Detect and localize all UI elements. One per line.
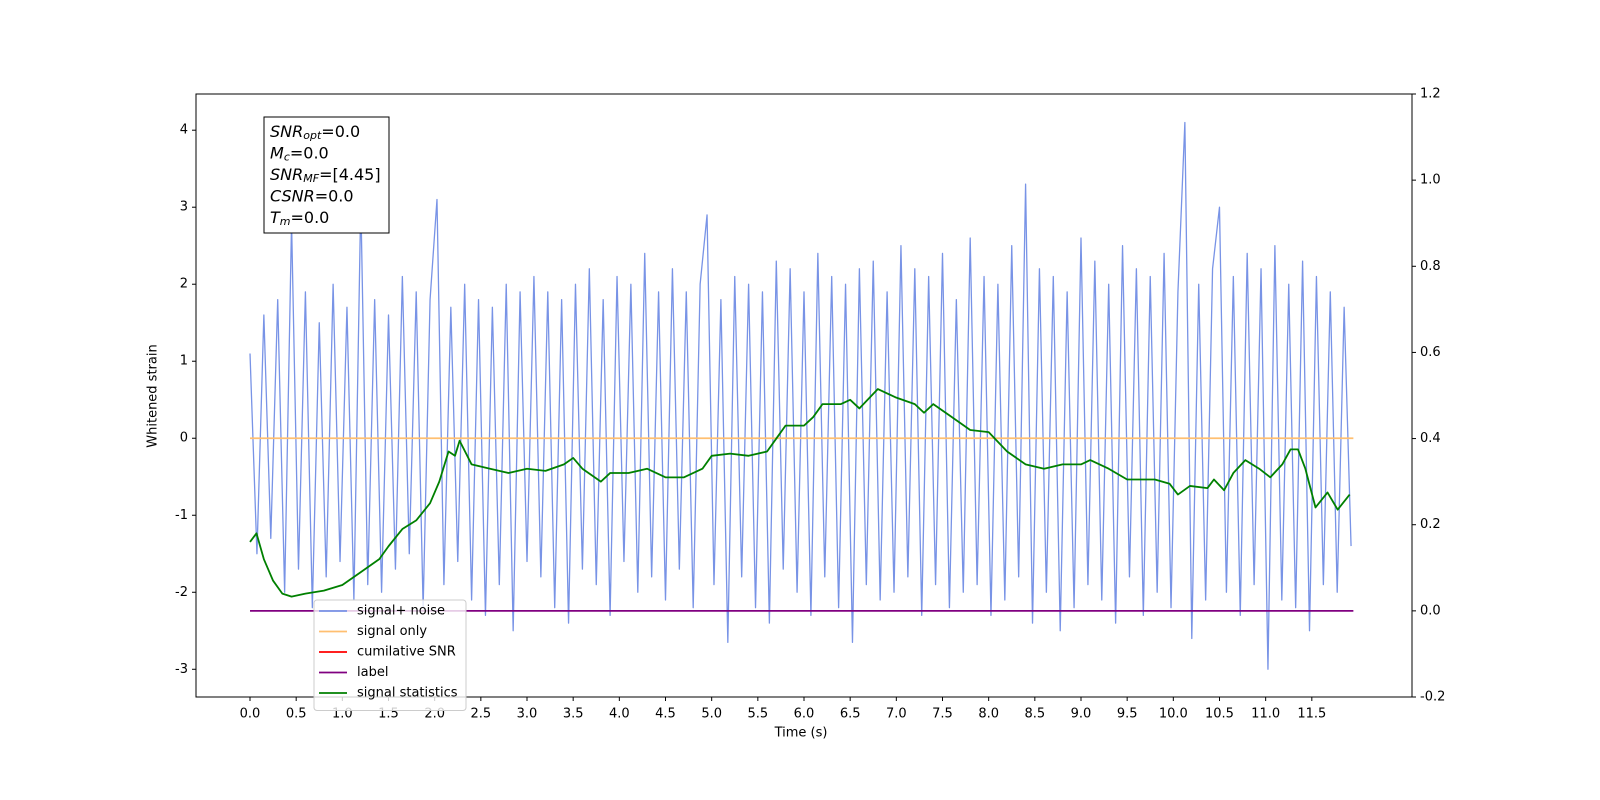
x-tick-label: 8.0	[978, 707, 999, 722]
annotation-box: SNRopt=0.0Mc=0.0SNRMF=[4.45]CSNR=0.0Tm=0…	[263, 116, 390, 234]
x-tick-label: 5.0	[701, 707, 722, 722]
annotation-symbol: T	[270, 208, 281, 227]
x-tick-label: 7.5	[932, 707, 953, 722]
y-tick-label: -2	[175, 585, 188, 600]
x-tick-label: 0.0	[240, 707, 261, 722]
annotation-value: =0.0	[291, 208, 330, 227]
y-tick-label: 1	[180, 354, 188, 369]
x-tick-label: 6.0	[794, 707, 815, 722]
legend-label: signal only	[357, 624, 427, 639]
annotation-value: =0.0	[290, 143, 329, 162]
legend-label: label	[357, 665, 388, 680]
x-tick-label: 5.5	[747, 707, 768, 722]
x-tick-label: 6.5	[840, 707, 861, 722]
annotation-symbol: SNR	[270, 165, 303, 184]
legend-label: signal+ noise	[357, 604, 445, 619]
x-tick-label: 9.0	[1071, 707, 1092, 722]
annotation-symbol: CSNR	[270, 186, 315, 205]
annotation-subscript: MF	[303, 172, 319, 185]
x-tick-label: 11.5	[1297, 707, 1326, 722]
y-axis-label: Whitened strain	[146, 344, 161, 447]
x-tick-label: 8.5	[1024, 707, 1045, 722]
x-tick-label: 3.5	[563, 707, 584, 722]
annotation-subscript: opt	[303, 129, 322, 142]
x-tick-label: 0.5	[286, 707, 307, 722]
annotation-line: SNRopt=0.0	[270, 122, 360, 143]
annotation-frame	[263, 116, 390, 234]
x-axis-label: Time (s)	[774, 726, 828, 741]
legend: signal+ noise signal only cumilative SNR la…	[313, 599, 467, 711]
series-line	[249, 121, 1352, 670]
x-tick-label: 11.0	[1251, 707, 1280, 722]
y2-tick-label: 0.2	[1420, 517, 1441, 532]
y2-tick-label: -0.2	[1420, 690, 1445, 705]
x-tick-label: 4.0	[609, 707, 630, 722]
annotation-symbol: SNR	[270, 122, 303, 141]
x-tick-label: 2.5	[470, 707, 491, 722]
annotation-value: =[4.45]	[319, 165, 381, 184]
y2-tick-label: 1.0	[1420, 173, 1441, 188]
y-tick-label: 4	[180, 123, 188, 138]
y2-tick-label: 0.4	[1420, 431, 1441, 446]
x-tick-label: 10.0	[1159, 707, 1188, 722]
annotation-subscript: c	[284, 151, 290, 164]
y-tick-label: 3	[180, 200, 188, 215]
y-tick-label: -1	[175, 508, 188, 523]
annotation-line: Tm=0.0	[270, 208, 329, 229]
x-tick-label: 10.5	[1205, 707, 1234, 722]
annotation-line: SNRMF=[4.45]	[270, 165, 381, 186]
x-tick-label: 3.0	[517, 707, 538, 722]
y2-tick-label: 0.0	[1420, 603, 1441, 618]
legend-label: signal statistics	[357, 686, 458, 701]
annotation-line: Mc=0.0	[270, 143, 329, 164]
y2-tick-label: 0.6	[1420, 345, 1441, 360]
x-tick-label: 9.5	[1117, 707, 1138, 722]
annotation-line: CSNR=0.0	[270, 186, 354, 205]
y-tick-label: -3	[175, 662, 188, 677]
legend-frame	[313, 599, 467, 711]
y2-tick-label: 1.2	[1420, 87, 1441, 102]
y2-tick-label: 0.8	[1420, 259, 1441, 274]
legend-label: cumilative SNR	[357, 645, 456, 660]
y-tick-label: 0	[180, 431, 188, 446]
x-tick-label: 4.5	[655, 707, 676, 722]
annotation-subscript: m	[280, 215, 291, 228]
y-tick-label: 2	[180, 277, 188, 292]
series-line	[249, 388, 1351, 598]
annotation-value: =0.0	[321, 122, 360, 141]
annotation-value: =0.0	[315, 186, 354, 205]
x-tick-label: 7.0	[886, 707, 907, 722]
annotation-symbol: M	[270, 143, 284, 162]
